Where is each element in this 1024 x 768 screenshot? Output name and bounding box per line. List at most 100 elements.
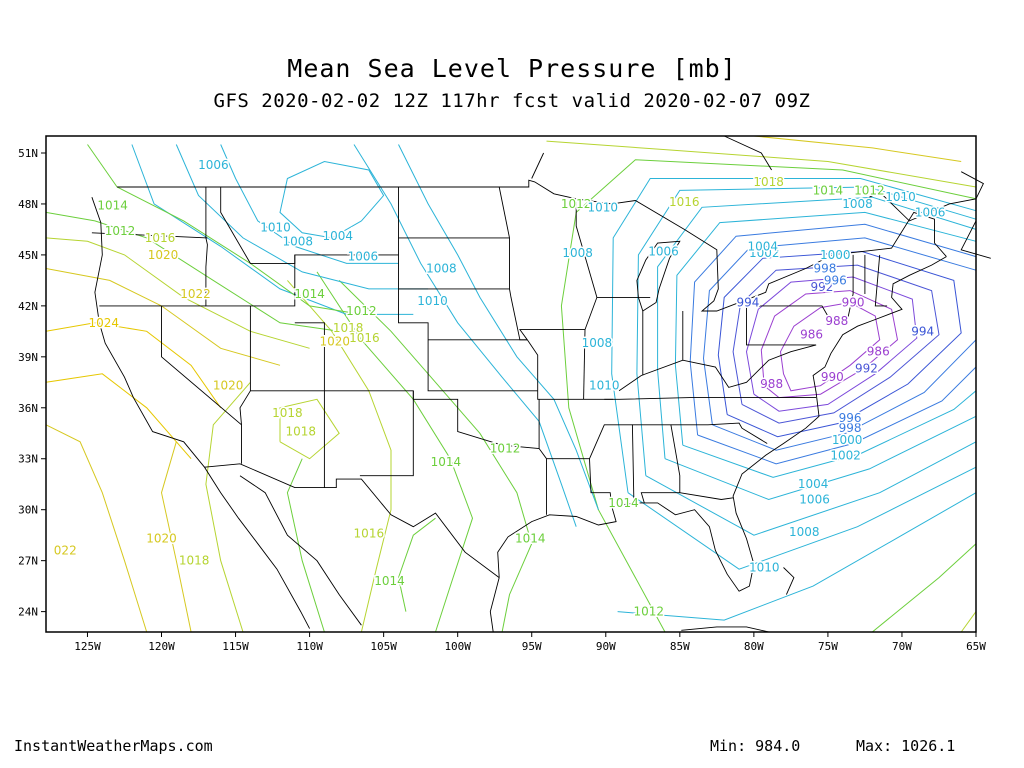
boundary-line: [239, 475, 362, 626]
isobar-label: 994: [911, 324, 934, 338]
political-boundaries: [91, 135, 991, 633]
isobar-line: [287, 280, 392, 633]
lat-tick-label: 51N: [18, 147, 38, 160]
isobar-label: 1018: [179, 554, 210, 568]
boundary-line: [412, 390, 547, 459]
isobar-line: [45, 211, 340, 332]
lat-tick-label: 39N: [18, 351, 38, 364]
boundary-line: [498, 186, 528, 341]
boundary-line: [604, 397, 817, 400]
isobar-label: 1002: [830, 448, 861, 462]
isobar-label: 1010: [588, 200, 619, 214]
boundary-line: [294, 322, 325, 488]
isobar-label: 1012: [346, 304, 377, 318]
isobar-label: 986: [867, 345, 890, 359]
isobar-label: 1014: [294, 287, 325, 301]
boundary-line: [497, 256, 947, 592]
boundary-line: [575, 198, 598, 298]
boundary-line: [670, 422, 768, 444]
boundary-line: [681, 626, 769, 633]
isobar-line: [279, 160, 385, 239]
isobar-label: 1020: [320, 335, 351, 349]
site-credit: InstantWeatherMaps.com: [14, 737, 213, 755]
isobar-label: 1008: [282, 234, 313, 248]
isobar-line: [546, 140, 977, 188]
lon-tick-label: 80W: [744, 640, 764, 653]
lon-tick-label: 115W: [222, 640, 249, 653]
isobar-label: 1010: [260, 221, 291, 235]
isobar-label: 1008: [426, 261, 457, 275]
boundary-line: [746, 305, 817, 346]
lon-tick-label: 75W: [818, 640, 838, 653]
isobar-line: [871, 543, 977, 633]
boundary-line: [531, 152, 545, 179]
isobar-contours: [45, 135, 977, 633]
boundary-line: [546, 458, 613, 507]
isobar-label: 1016: [349, 331, 380, 345]
isobar-label: 1014: [374, 574, 405, 588]
isobar-line: [617, 492, 977, 621]
isobar-label: 1020: [148, 248, 179, 262]
isobar-label: 1012: [633, 605, 664, 619]
boundary-line: [117, 179, 612, 205]
isobar-line: [45, 237, 310, 349]
isobar-line: [160, 441, 192, 633]
isobar-line: [87, 144, 362, 315]
isobar-line: [45, 424, 148, 633]
isobar-label: 1018: [753, 175, 784, 189]
isobar-line: [45, 322, 222, 409]
boundary-line: [618, 344, 817, 392]
boundary-line: [239, 390, 251, 425]
isobar-line: [220, 144, 399, 264]
lon-tick-label: 90W: [596, 640, 616, 653]
isobar-line: [697, 366, 977, 465]
boundary-line: [756, 305, 848, 322]
isobar-line: [760, 290, 899, 399]
lat-tick-label: 27N: [18, 555, 38, 568]
isobar-line: [636, 186, 977, 476]
lon-tick-label: 100W: [444, 640, 471, 653]
isobar-label: 1004: [747, 239, 778, 253]
lon-tick-label: 85W: [670, 640, 690, 653]
boundary-line: [960, 220, 991, 259]
isobar-label: 1010: [417, 294, 448, 308]
isobar-label: 988: [825, 314, 848, 328]
boundary-line: [589, 424, 635, 503]
lat-tick-label: 48N: [18, 198, 38, 211]
isobar-line: [682, 390, 977, 478]
lon-tick-label: 70W: [892, 640, 912, 653]
isobar-label: 1010: [749, 560, 780, 574]
boundary-line: [611, 200, 806, 312]
isobar-label: 1012: [490, 442, 521, 456]
lat-tick-label: 33N: [18, 453, 38, 466]
isobar-label: 992: [811, 280, 834, 294]
isobar-line: [45, 373, 192, 460]
boundary-line: [869, 171, 984, 222]
isobar-line: [627, 466, 977, 570]
lon-tick-label: 125W: [74, 640, 101, 653]
lon-tick-label: 65W: [966, 640, 986, 653]
isobar-label: 998: [839, 421, 862, 435]
isobar-line: [717, 250, 962, 438]
isobar-label: 996: [824, 273, 847, 287]
boundary-line: [679, 492, 734, 500]
lat-tick-label: 45N: [18, 249, 38, 262]
isobar-line: [316, 271, 474, 633]
isobar-label: 1014: [608, 496, 639, 510]
isobar-label: 1006: [799, 493, 830, 507]
isobar-line: [779, 301, 881, 392]
lat-tick-label: 24N: [18, 606, 38, 619]
isobar-label: 1016: [145, 231, 176, 245]
isobar-label: 1014: [813, 183, 844, 197]
map-title: Mean Sea Level Pressure [mb]: [287, 54, 737, 83]
isobar-label: 1002: [749, 246, 780, 260]
boundary-line: [583, 329, 586, 400]
longitude-axis: 125W 120W 115W 110W 105W 100W 95W 90W 85W 80W 75W 7…: [74, 632, 986, 653]
isobar-label: 1014: [431, 455, 462, 469]
map-subtitle: GFS 2020-02-02 12Z 117hr fcst valid 2020…: [213, 90, 811, 112]
isobar-label: 1018: [272, 406, 303, 420]
isobar-label: 1008: [789, 525, 820, 539]
boundary-line: [489, 577, 500, 633]
